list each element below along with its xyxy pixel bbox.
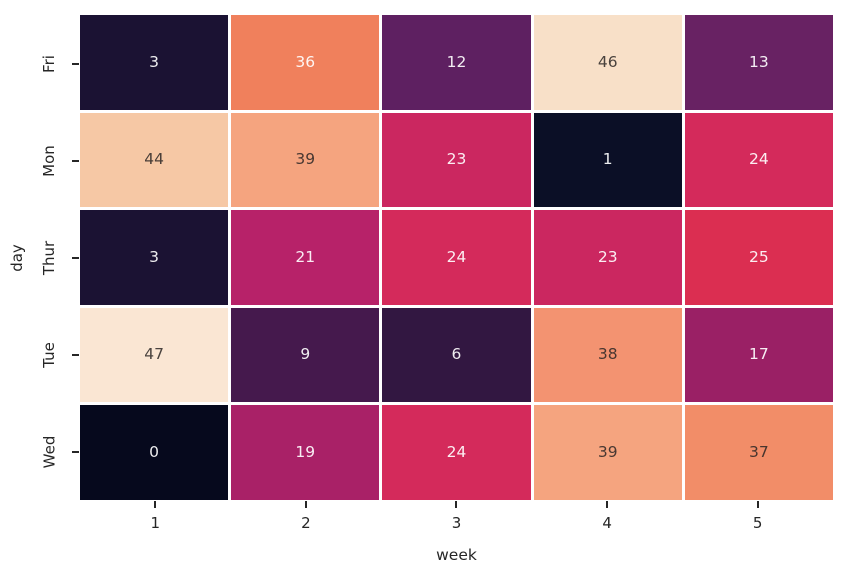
heatmap-cell: 21 [231,210,380,305]
y-tick-label-cell: Thur [34,209,64,306]
y-axis-title: day [8,243,26,272]
heatmap-cell: 13 [684,15,833,110]
y-tick-mark [72,256,79,259]
y-tick-label-cell: Tue [34,306,64,403]
y-tick-label-cell: Wed [34,403,64,500]
y-tick [72,15,79,112]
heatmap-cell: 23 [533,210,682,305]
x-tick [532,501,683,508]
heatmap-cell: 38 [533,307,682,403]
x-axis-title: week [436,546,477,564]
heatmap-cell: 1 [533,112,682,208]
x-tick-label: 4 [602,514,612,532]
y-tick-mark [72,159,79,162]
x-tick [682,501,833,508]
x-tick-label: 2 [301,514,311,532]
y-tick-label: Wed [40,435,59,468]
y-tick-label-cell: Fri [34,15,64,112]
x-tick-mark [455,501,458,508]
x-tick-label: 5 [752,514,763,532]
heatmap-cell: 47 [80,307,229,403]
heatmap-cell: 12 [382,15,531,110]
x-tick [381,501,532,508]
y-tick-mark [72,62,79,65]
heatmap-cell: 24 [382,405,531,500]
y-ticks [72,15,79,500]
x-tick [231,501,382,508]
y-tick-mark [72,450,79,453]
heatmap-cell: 0 [80,405,229,500]
heatmap-cell: 9 [231,307,380,403]
heatmap-cell: 25 [684,210,833,305]
heatmap-cell: 19 [231,405,380,500]
heatmap-cell: 39 [533,405,682,500]
y-tick [72,112,79,209]
heatmap-cell: 3 [80,210,229,305]
x-tick-label: 1 [150,514,161,532]
y-tick [72,403,79,500]
x-tick-mark [154,501,157,508]
heatmap-cell: 46 [533,15,682,110]
x-tick-labels: 1 2 3 4 5 [80,514,833,532]
y-tick [72,209,79,306]
y-tick-label: Mon [40,144,59,177]
y-tick-label: Fri [40,54,58,73]
x-tick-mark [606,501,609,508]
x-tick [80,501,231,508]
x-ticks [80,501,833,508]
heatmap-cell: 17 [684,307,833,403]
y-tick-label: Tue [40,341,58,368]
heatmap-cell: 24 [382,210,531,305]
heatmap-cell: 44 [80,112,229,208]
x-tick-label: 3 [451,514,462,532]
y-axis-title-wrap: day [2,15,32,500]
y-tick-label-cell: Mon [34,112,64,209]
y-tick-mark [72,353,79,356]
heatmap-cell: 37 [684,405,833,500]
heatmap-cell: 23 [382,112,531,208]
heatmap-grid: 3 36 12 46 13 44 39 23 1 24 3 21 24 23 25 47 9 6 38 17 0 19 24… [80,15,833,500]
y-tick [72,306,79,403]
y-tick-labels: Fri Mon Thur Tue Wed [34,15,64,500]
y-tick-label: Thur [40,240,58,275]
x-tick-mark [304,501,307,508]
heatmap-cell: 6 [382,307,531,403]
heatmap-cell: 39 [231,112,380,208]
heatmap-cell: 24 [684,112,833,208]
heatmap-cell: 36 [231,15,380,110]
heatmap-cell: 3 [80,15,229,110]
x-tick-mark [756,501,759,508]
